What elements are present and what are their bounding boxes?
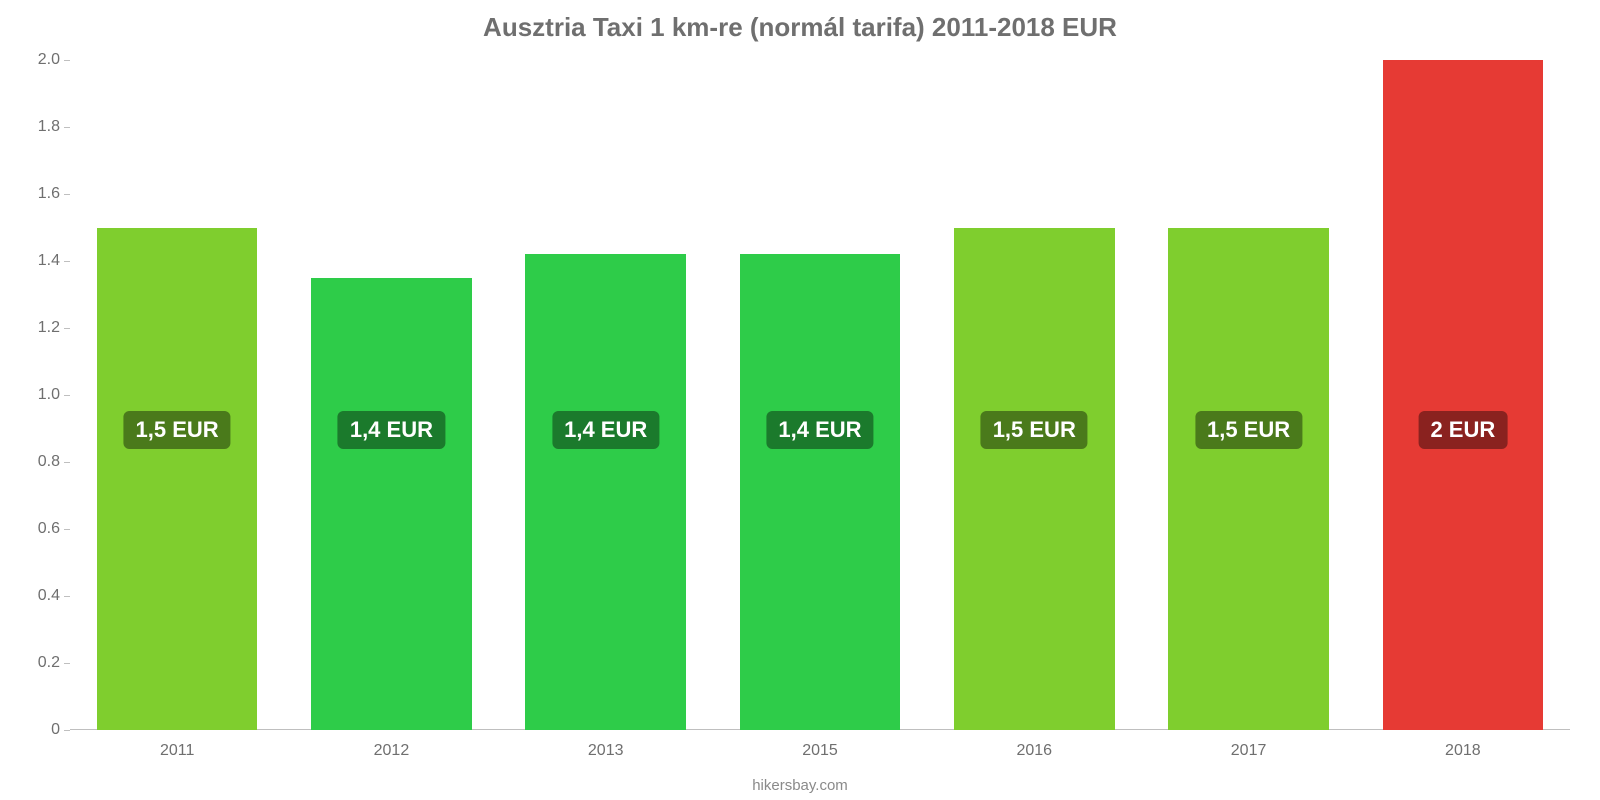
y-tick-mark <box>64 529 70 530</box>
y-tick-mark <box>64 730 70 731</box>
y-tick-mark <box>64 60 70 61</box>
x-tick-label: 2015 <box>802 730 838 760</box>
x-tick-label: 2017 <box>1231 730 1267 760</box>
bar-value-label: 1,4 EUR <box>766 411 873 449</box>
bar: 1,5 EUR <box>97 228 258 731</box>
bar: 1,4 EUR <box>740 254 901 730</box>
bar-value-label: 2 EUR <box>1418 411 1507 449</box>
bar: 1,4 EUR <box>525 254 686 730</box>
bar-value-label: 1,4 EUR <box>552 411 659 449</box>
x-tick-label: 2013 <box>588 730 624 760</box>
bar: 1,4 EUR <box>311 278 472 730</box>
bar: 2 EUR <box>1383 60 1544 730</box>
y-tick-mark <box>64 663 70 664</box>
chart-title: Ausztria Taxi 1 km-re (normál tarifa) 20… <box>0 0 1600 43</box>
y-tick-mark <box>64 261 70 262</box>
y-tick-mark <box>64 395 70 396</box>
y-tick-mark <box>64 596 70 597</box>
x-tick-label: 2011 <box>160 730 194 760</box>
y-tick-mark <box>64 328 70 329</box>
bar: 1,5 EUR <box>1168 228 1329 731</box>
bar-chart: Ausztria Taxi 1 km-re (normál tarifa) 20… <box>0 0 1600 800</box>
bar-value-label: 1,5 EUR <box>981 411 1088 449</box>
bar-value-label: 1,4 EUR <box>338 411 445 449</box>
plot-region: 00.20.40.60.81.01.21.41.61.82.020111,5 E… <box>70 60 1570 730</box>
bar: 1,5 EUR <box>954 228 1115 731</box>
source-text: hikersbay.com <box>0 777 1600 794</box>
y-tick-mark <box>64 194 70 195</box>
x-tick-label: 2018 <box>1445 730 1481 760</box>
y-tick-mark <box>64 127 70 128</box>
bar-value-label: 1,5 EUR <box>124 411 231 449</box>
bar-value-label: 1,5 EUR <box>1195 411 1302 449</box>
x-tick-label: 2012 <box>374 730 410 760</box>
x-tick-label: 2016 <box>1016 730 1052 760</box>
y-tick-mark <box>64 462 70 463</box>
